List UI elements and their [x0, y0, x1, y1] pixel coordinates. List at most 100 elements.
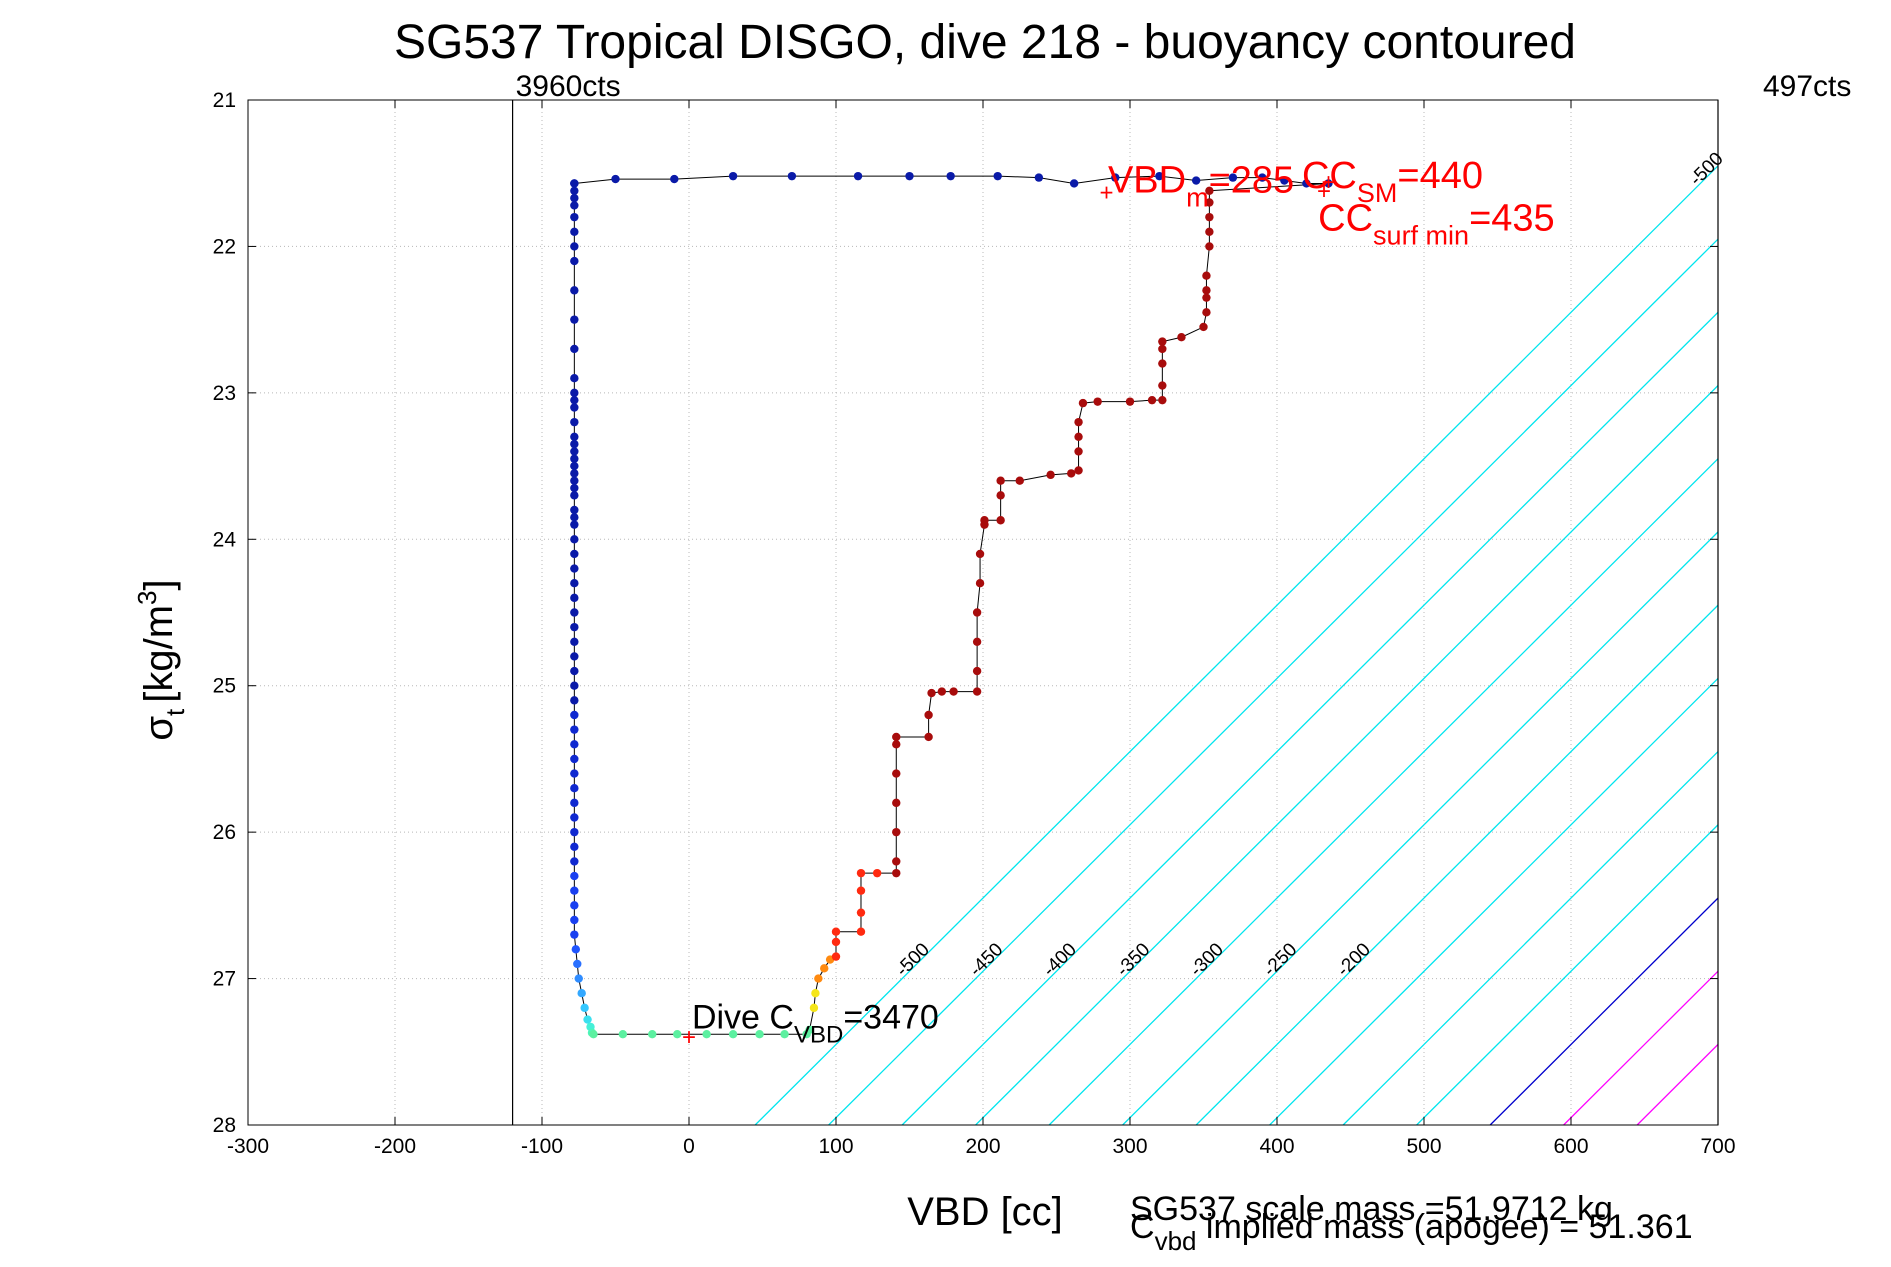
climb-point: [1205, 198, 1214, 207]
climb-point: [924, 710, 933, 720]
dive-point: [570, 666, 579, 676]
dive-point: [570, 439, 579, 449]
climb-point: [831, 937, 841, 947]
buoyancy-contour-line: [1122, 531, 1718, 1125]
footnote-implied-mass-subscript: vbd: [1155, 1226, 1197, 1256]
climb-point: [811, 989, 820, 998]
dive-point: [570, 784, 579, 793]
y-axis-label-superscript: 3: [132, 590, 162, 604]
climb-point: [1158, 359, 1167, 368]
footnote-implied-mass: Cvbd implied mass (apogee) = 51.361: [1130, 1208, 1693, 1256]
vbd-limit-label: 497cts: [1763, 70, 1851, 103]
climb-point: [856, 886, 866, 895]
dive-point: [570, 242, 579, 251]
dive-point: [570, 608, 579, 617]
climb-point: [892, 740, 901, 749]
dive-point: [570, 710, 579, 720]
dive-point: [570, 403, 579, 412]
dive-point: [570, 886, 579, 895]
climb-point: [820, 964, 829, 973]
dive-point: [570, 681, 579, 690]
cc-surf-min-annotation-marker: +: [1317, 178, 1331, 205]
climb-point: [856, 868, 866, 878]
climb-point: [1093, 397, 1102, 406]
climb-point: [927, 688, 936, 698]
y-axis-label-subscript: t: [160, 708, 190, 716]
dive-point: [570, 696, 579, 705]
surface-point: [1111, 173, 1120, 182]
cc-sm-annotation-label-value: =440: [1397, 155, 1483, 197]
apogee-point: [728, 1030, 738, 1039]
dive-point: [570, 417, 579, 427]
dive-point: [570, 513, 579, 522]
dive-point: [570, 193, 579, 203]
dive-point: [570, 798, 579, 808]
apogee-point: [673, 1030, 682, 1039]
dive-point: [570, 454, 579, 463]
x-tick-label: 700: [1700, 1135, 1735, 1158]
surface-point: [1324, 179, 1333, 188]
x-tick-label: -100: [521, 1135, 563, 1158]
climb-point: [831, 927, 841, 936]
vbd-limit-label: 3960cts: [516, 70, 621, 103]
buoyancy-contour-line: [1342, 750, 1718, 1125]
climb-point: [892, 857, 901, 866]
dive-point: [570, 535, 579, 544]
buoyancy-contour-line: [901, 311, 1718, 1125]
dive-point: [570, 201, 579, 210]
y-tick-label: 26: [213, 821, 236, 844]
climb-point: [996, 516, 1005, 525]
buoyancy-contour-line: [975, 384, 1718, 1125]
cc-sm-annotation-label-symbol: CC: [1302, 155, 1357, 197]
buoyancy-contour-line: [1048, 457, 1718, 1125]
surface-point: [1280, 176, 1289, 185]
apogee-point: [702, 1030, 711, 1039]
y-axis-label-symbol: σ: [137, 716, 181, 741]
surface-point: [1034, 173, 1044, 182]
climb-point: [1046, 470, 1055, 480]
surface-point: [1258, 173, 1267, 182]
dive-point: [570, 483, 579, 493]
dive-point: [570, 725, 579, 734]
vbd-min-annotation-marker: +: [1099, 179, 1113, 206]
apogee-point: [805, 1025, 814, 1035]
y-tick-label: 23: [213, 382, 236, 405]
climb-point: [892, 868, 901, 878]
climb-point: [975, 579, 985, 588]
climb-point: [996, 476, 1005, 485]
x-tick-label: 400: [1259, 1135, 1294, 1158]
dive-point: [570, 461, 579, 471]
y-tick-label: 22: [213, 235, 236, 258]
dive-point: [570, 491, 579, 500]
climb-point: [1202, 308, 1211, 317]
footnote-implied-mass-text: implied mass (apogee) = 51.361: [1196, 1208, 1692, 1246]
climb-point: [809, 1003, 819, 1013]
contour-layer: [754, 164, 1718, 1125]
climb-point: [996, 491, 1005, 500]
x-tick-label: 500: [1406, 1135, 1441, 1158]
climb-point: [831, 952, 841, 961]
axes-layer: -300 -200 -100 0 100 200 300 400 500 600 700 21 22 23…: [213, 89, 1736, 1158]
surface-point: [787, 171, 797, 181]
dive-point: [570, 212, 579, 222]
climb-point: [980, 516, 989, 525]
climb-point: [1147, 395, 1157, 405]
dive-point: [570, 842, 579, 851]
x-axis-label: VBD [cc]: [907, 1190, 1063, 1234]
cc-sm-annotation-label-subscript: SM: [1357, 178, 1398, 208]
dive-point: [570, 857, 579, 866]
climb-point: [1205, 186, 1214, 195]
climb-point: [1074, 417, 1083, 427]
dive-bottom-point: [574, 974, 583, 983]
climb-point: [892, 732, 901, 742]
dive-point: [570, 520, 579, 529]
cc-surf-min-annotation-label: CCsurf min=435: [1318, 198, 1555, 251]
climb-point: [972, 666, 982, 676]
surface-point: [611, 174, 620, 184]
x-tick-label: 600: [1553, 1135, 1588, 1158]
dive-point: [570, 827, 579, 837]
grid-layer: [248, 100, 1718, 1125]
dive-point: [570, 344, 579, 354]
climb-point: [1078, 398, 1088, 408]
